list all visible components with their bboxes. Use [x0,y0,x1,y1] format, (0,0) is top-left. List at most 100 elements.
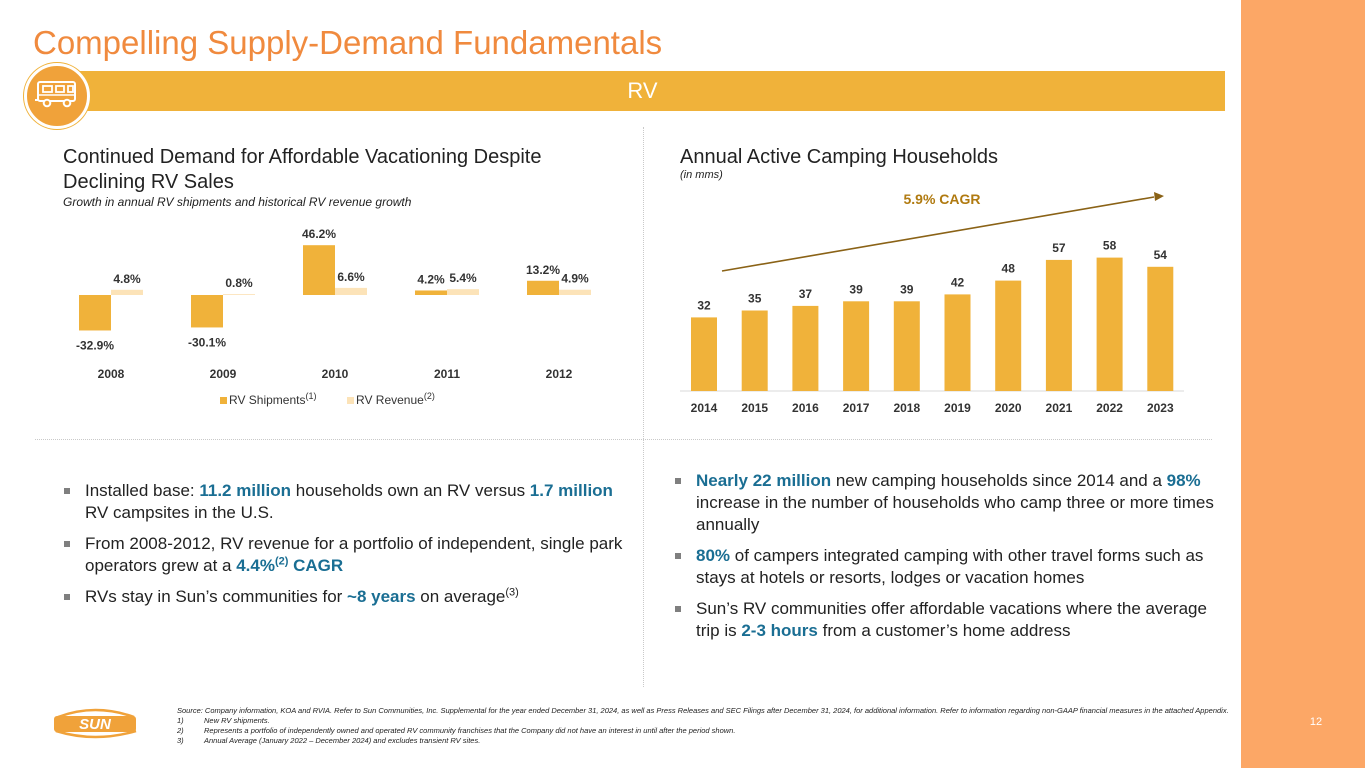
label-shipments-2009: -30.1% [188,335,226,349]
footnote-source: Source: Company information, KOA and RVI… [177,706,1229,715]
sun-logo: SUN [50,707,140,744]
tick-2019: 2019 [944,401,971,415]
tick-2017: 2017 [843,401,870,415]
bullet-text: Installed base: [85,481,200,500]
left-heading-line2: Declining RV Sales [63,171,234,193]
bullet-text: from a customer’s home address [817,621,1071,640]
label-shipments-2010: 46.2% [302,227,336,241]
banner-label: RV [627,78,658,103]
highlight-text: 1.7 million [529,481,613,500]
label-households-2016: 37 [799,287,813,301]
label-revenue-2008: 4.8% [113,272,141,286]
legend-swatch-revenue [347,397,354,404]
bar-households-2023 [1147,266,1174,391]
legend-label-revenue: RV Revenue(2) [356,391,435,407]
bullet-text: RVs stay in Sun’s communities for [85,587,348,606]
label-households-2014: 32 [697,298,711,312]
label-shipments-2012: 13.2% [526,263,560,277]
highlight-text: CAGR [288,556,344,575]
page-number: 12 [1309,716,1323,728]
bar-households-2016 [792,305,819,391]
bullet-text: increase in the number of households who… [696,493,1214,534]
bar-households-2015 [741,310,768,391]
legend-label-shipments: RV Shipments(1) [229,391,316,407]
footnotes: Source: Company information, KOA and RVI… [177,706,1229,746]
bar-shipments-2010 [303,245,335,295]
bullet-marker-icon [64,594,70,600]
tick-2009: 2009 [210,367,237,381]
tick-2015: 2015 [741,401,768,415]
highlight-text: 4.4% [236,556,275,575]
section-banner: RV [50,71,1225,111]
rv-growth-chart: -32.9% 4.8% 2008 -30.1% 0.8% 2009 46.2% 6.6% 201… [76,227,591,407]
highlight-text: 2-3 hours [741,621,818,640]
sun-logo-text: SUN [79,716,112,733]
left-chart-heading: Continued Demand for Affordable Vacation… [63,145,633,195]
highlight-text: 98% [1166,471,1201,490]
label-households-2020: 48 [1002,262,1016,276]
highlight-text: Nearly 22 million [696,471,832,490]
tick-2011: 2011 [434,367,460,381]
bullet-text: households own an RV versus [291,481,530,500]
left-bullet-1: Installed base: 11.2 million households … [63,480,623,524]
bullet-text: From 2008-2012, RV revenue for a portfol… [85,534,623,575]
label-revenue-2009: 0.8% [225,276,253,290]
tick-2008: 2008 [98,367,125,381]
label-households-2021: 57 [1052,241,1066,255]
bar-households-2017 [843,301,870,391]
label-revenue-2011: 5.4% [449,271,477,285]
footnote-2: 2) Represents a portfolio of independentl… [177,726,736,735]
page-title: Compelling Supply-Demand Fundamentals [33,24,663,61]
bullet-text: Sun’s RV communities offer affordable va… [696,599,1207,640]
highlight-text: 80% [696,546,731,565]
footnote-3: 3) Annual Average (January 2022 – Decembe… [177,736,481,745]
households-chart: 32 2014 35 2015 37 2016 39 2017 39 2018 42 2019 48 20… [680,191,1184,415]
left-heading-line1: Continued Demand for Affordable Vacation… [63,146,542,168]
label-households-2019: 42 [951,275,965,289]
label-households-2015: 35 [748,292,762,306]
bar-households-2021 [1045,259,1072,391]
right-bullet-2: 80% of campers integrated camping with o… [674,545,1214,589]
bullet-marker-icon [675,478,681,484]
bar-revenue-2011 [447,289,479,295]
tick-2012: 2012 [546,367,573,381]
tick-2018: 2018 [893,401,920,415]
vertical-divider [643,127,644,687]
bar-shipments-2011 [415,290,447,295]
left-chart-subheading: Growth in annual RV shipments and histor… [63,195,412,209]
tick-2010: 2010 [322,367,349,381]
tick-2020: 2020 [995,401,1022,415]
footnote-1: 1) New RV shipments. [177,716,270,725]
right-accent-band [1241,0,1365,768]
bar-households-2018 [893,301,920,391]
bullet-marker-icon [64,488,70,494]
bar-revenue-2010 [335,287,367,295]
bar-revenue-2008 [111,289,143,295]
bar-households-2022 [1096,257,1123,391]
bar-shipments-2012 [527,280,559,295]
highlight-text: (2) [274,555,289,568]
right-bullet-1: Nearly 22 million new camping households… [674,470,1214,536]
bullet-text: (3) [505,586,519,599]
cagr-arrow [721,196,1155,272]
bullet-text: of campers integrated camping with other… [696,546,1204,587]
bar-shipments-2009 [191,295,223,328]
bullet-marker-icon [64,541,70,547]
tick-2016: 2016 [792,401,819,415]
bar-revenue-2009 [223,294,255,295]
rv-icon [24,63,90,129]
label-households-2022: 58 [1103,239,1117,253]
legend-swatch-shipments [220,397,227,404]
left-bullet-3: RVs stay in Sun’s communities for ~8 yea… [63,586,623,608]
tick-2021: 2021 [1046,401,1073,415]
label-revenue-2010: 6.6% [337,270,365,284]
bullet-marker-icon [675,553,681,559]
label-households-2017: 39 [849,282,863,296]
left-bullet-2: From 2008-2012, RV revenue for a portfol… [63,533,623,577]
label-shipments-2011: 4.2% [417,272,445,286]
tick-2023: 2023 [1147,401,1174,415]
right-bullet-3: Sun’s RV communities offer affordable va… [674,598,1214,642]
bar-revenue-2012 [559,289,591,295]
label-shipments-2008: -32.9% [76,338,114,352]
right-bullet-list: Nearly 22 million new camping households… [674,470,1214,651]
